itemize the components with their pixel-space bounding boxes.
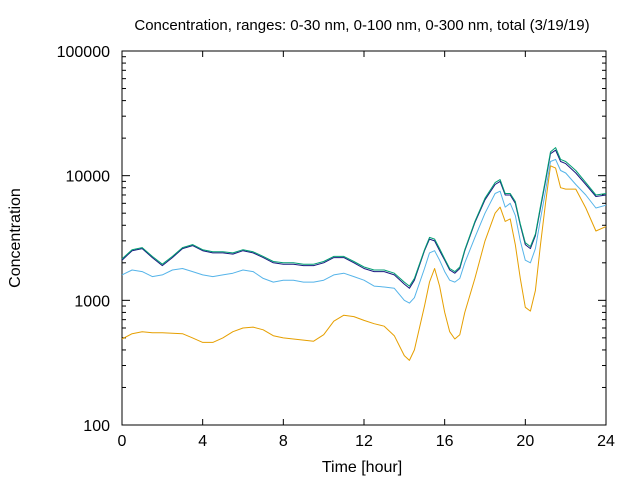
axis-ticks: 0 4 8 12 16 20 24 100 1000 10000 100000: [57, 44, 615, 450]
y-tick-label: 100000: [57, 44, 110, 61]
series-line-1: [121, 165, 607, 361]
chart-title: Concentration, ranges: 0-30 nm, 0-100 nm…: [134, 17, 589, 34]
x-tick-label: 8: [279, 433, 288, 450]
x-tick-label: 16: [436, 433, 454, 450]
x-tick-label: 20: [516, 433, 534, 450]
series-line-4: [121, 147, 607, 287]
y-tick-label: 1000: [74, 293, 110, 310]
series-line-2: [121, 158, 607, 304]
x-tick-label: 24: [597, 433, 615, 450]
x-tick-label: 0: [118, 433, 127, 450]
series-line-3: [121, 149, 607, 289]
series-group: [121, 147, 607, 361]
y-tick-label: 10000: [66, 169, 111, 186]
x-tick-label: 4: [198, 433, 207, 450]
x-tick-label: 12: [355, 433, 373, 450]
x-axis-label: Time [hour]: [322, 459, 402, 476]
y-axis-label: Concentration: [7, 188, 24, 288]
y-tick-label: 100: [83, 418, 110, 435]
